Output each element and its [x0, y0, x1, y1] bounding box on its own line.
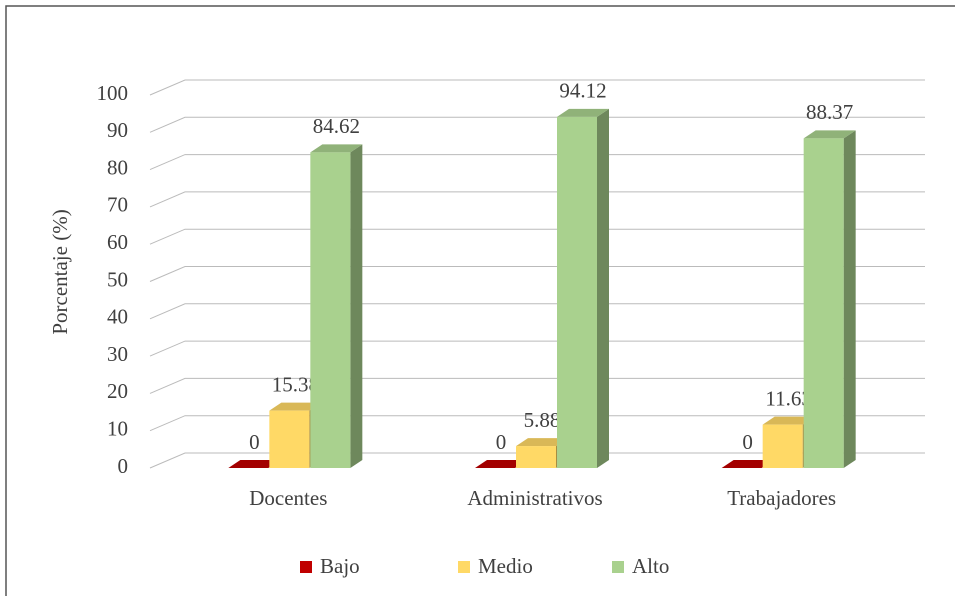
bar-top [762, 416, 815, 425]
bar-top [269, 402, 322, 411]
legend-swatch [300, 561, 312, 573]
bar-top [516, 438, 568, 447]
grid-line [149, 154, 925, 171]
bar [762, 424, 803, 468]
bar-side [597, 108, 609, 468]
y-tick-label: 30 [107, 342, 128, 366]
y-tick-label: 40 [107, 305, 128, 329]
y-tick-label: 0 [118, 454, 129, 478]
legend-label: Medio [478, 554, 533, 578]
data-label: 88.37 [806, 100, 853, 124]
grid-line [149, 116, 925, 133]
grid-line [149, 340, 925, 357]
legend-swatch [458, 561, 470, 573]
y-tick-label: 10 [107, 417, 128, 441]
x-tick-label: Administrativos [467, 486, 602, 510]
grid-line [149, 191, 925, 208]
grid-line [149, 303, 925, 320]
bar-top [803, 130, 856, 139]
legend-label: Bajo [320, 554, 360, 578]
bar-top [228, 460, 281, 468]
data-label: 94.12 [559, 79, 606, 103]
frame [5, 5, 955, 596]
data-label: 0 [742, 430, 753, 454]
grid-line [149, 228, 925, 245]
bar [310, 152, 351, 468]
data-label: 0 [249, 430, 260, 454]
grid-line [149, 79, 925, 96]
bar-top [721, 460, 774, 468]
bar-top [475, 460, 527, 468]
y-tick-label: 20 [107, 379, 128, 403]
bar-side [843, 130, 856, 469]
y-tick-label: 90 [107, 118, 128, 142]
bar [516, 446, 556, 468]
bar-side [350, 144, 363, 468]
bar [269, 410, 310, 468]
legend-label: Alto [632, 554, 669, 578]
x-tick-label: Trabajadores [727, 486, 836, 510]
x-tick-label: Docentes [249, 486, 327, 510]
y-tick-label: 70 [107, 193, 128, 217]
y-axis-title: Porcentaje (%) [48, 209, 72, 334]
y-tick-label: 50 [107, 267, 128, 291]
grid-line [149, 266, 925, 282]
grid-line [149, 452, 925, 469]
grid-line [149, 377, 925, 394]
bar [557, 116, 597, 468]
bar [803, 138, 844, 469]
data-label: 84.62 [313, 114, 360, 138]
y-tick-label: 60 [107, 230, 128, 254]
grid-line [149, 415, 925, 432]
legend-swatch [612, 561, 624, 573]
data-label: 5.88 [524, 408, 561, 432]
bar-top [310, 144, 363, 153]
y-tick-label: 100 [97, 81, 129, 105]
bar-top [557, 108, 609, 117]
y-tick-label: 80 [107, 155, 128, 179]
data-label: 0 [496, 430, 507, 454]
